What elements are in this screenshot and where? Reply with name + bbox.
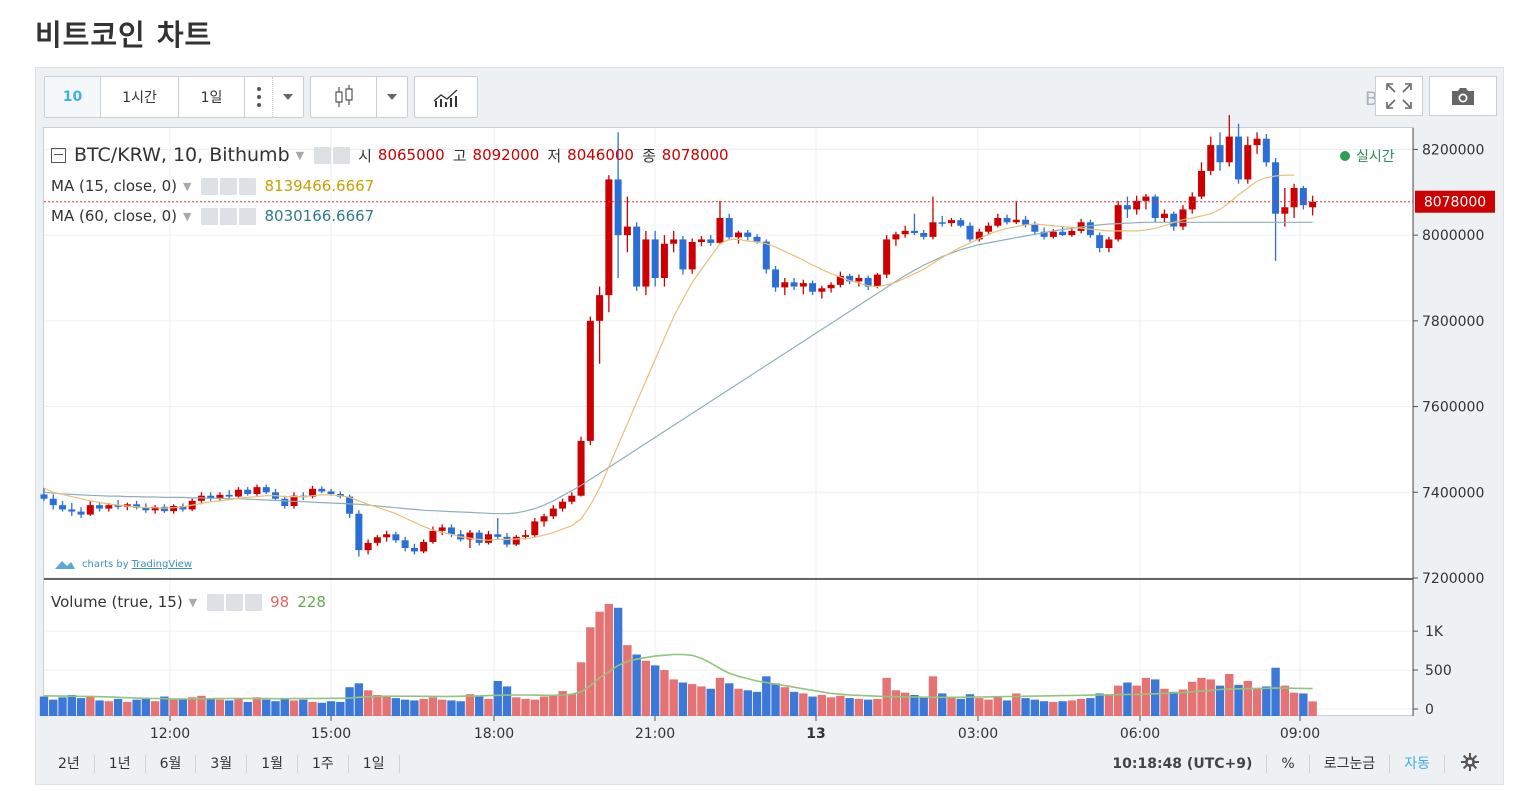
- caret-down-icon[interactable]: ▼: [188, 595, 198, 609]
- close-icon[interactable]: [239, 207, 257, 225]
- high-value: 8092000: [472, 146, 540, 164]
- range-2y-button[interactable]: 2년: [44, 755, 95, 773]
- indicators-icon: [433, 89, 458, 107]
- caret-down-icon[interactable]: ▼: [295, 148, 305, 162]
- open-value: 8065000: [377, 146, 445, 164]
- open-label: 시: [358, 146, 372, 165]
- top-toolbar: 10 1시간 1일: [44, 76, 484, 118]
- legend-controls: [207, 593, 263, 611]
- close-value: 8078000: [661, 146, 729, 164]
- close-label: 종: [641, 146, 656, 165]
- watermark-text: charts by: [82, 558, 129, 570]
- ma60-legend: MA (60, close, 0) ▼ 8030166.6667: [51, 207, 374, 225]
- high-label: 고: [452, 146, 467, 165]
- bottom-right-controls: 10:18:48 (UTC+9) % 로그눈금 자동: [1098, 748, 1495, 780]
- candlestick-icon: [335, 85, 352, 107]
- indicator-group: [414, 76, 478, 118]
- caret-down-icon: [283, 94, 293, 100]
- page-title: 비트코인 차트: [35, 18, 213, 52]
- indicators-button[interactable]: [415, 77, 477, 117]
- interval-10-button[interactable]: 10: [45, 77, 101, 117]
- volume-legend: Volume (true, 15) ▼ 98 228: [51, 593, 326, 611]
- ma15-legend: MA (15, close, 0) ▼ 8139466.6667: [51, 177, 374, 195]
- legend-controls: [314, 146, 351, 164]
- bottom-toolbar: 2년 1년 6월 3월 1월 1주 1일 10:18:48 (UTC+9) % …: [44, 748, 1495, 780]
- low-label: 저: [547, 146, 562, 165]
- caret-down-icon[interactable]: ▼: [183, 209, 192, 223]
- eye-icon[interactable]: [314, 146, 332, 164]
- volume-value: 98: [270, 593, 290, 611]
- fullscreen-button[interactable]: [1375, 76, 1423, 116]
- eye-icon[interactable]: [201, 177, 219, 195]
- tradingview-watermark[interactable]: charts by TradingView: [54, 558, 192, 570]
- volume-label: Volume (true, 15): [51, 593, 183, 611]
- clock: 10:18:48 (UTC+9): [1098, 755, 1268, 773]
- gear-icon[interactable]: [220, 207, 238, 225]
- vertical-dots-icon[interactable]: [245, 77, 273, 117]
- chart-type-dropdown-button[interactable]: [377, 77, 407, 117]
- realtime-label: 실시간: [1356, 149, 1395, 165]
- realtime-dot-icon: [1340, 151, 1350, 161]
- gear-icon[interactable]: [220, 177, 238, 195]
- camera-icon: [1452, 88, 1474, 105]
- chart-type-group: [310, 76, 408, 118]
- ma15-value: 8139466.6667: [264, 177, 375, 195]
- fullscreen-icon: [1386, 83, 1412, 109]
- auto-scale-toggle[interactable]: 자동: [1390, 755, 1445, 773]
- eye-icon[interactable]: [207, 593, 225, 611]
- range-1m-button[interactable]: 1월: [247, 755, 298, 773]
- low-value: 8046000: [567, 146, 634, 164]
- caret-down-icon[interactable]: ▼: [183, 179, 192, 193]
- close-icon[interactable]: [245, 593, 263, 611]
- realtime-indicator: 실시간: [1340, 146, 1395, 166]
- collapse-icon[interactable]: [51, 147, 66, 163]
- range-3m-button[interactable]: 3월: [196, 755, 248, 773]
- tradingview-logo-icon: [55, 561, 75, 569]
- percent-toggle[interactable]: %: [1267, 755, 1310, 773]
- gear-icon: [1461, 752, 1479, 771]
- gear-icon[interactable]: [333, 146, 351, 164]
- interval-group: 10 1시간 1일: [44, 76, 304, 118]
- gear-icon[interactable]: [226, 593, 244, 611]
- legend-controls: [201, 207, 257, 225]
- eye-icon[interactable]: [201, 207, 219, 225]
- symbol-legend: BTC/KRW, 10, Bithumb ▼ 시 8065000 고 8092000…: [51, 144, 729, 166]
- range-6m-button[interactable]: 6월: [146, 755, 197, 773]
- settings-button[interactable]: [1445, 752, 1495, 776]
- chart-type-button[interactable]: [311, 77, 377, 117]
- interval-1d-button[interactable]: 1일: [179, 77, 245, 117]
- interval-dropdown-button[interactable]: [273, 77, 303, 117]
- ma15-label: MA (15, close, 0): [51, 177, 178, 195]
- watermark-link[interactable]: TradingView: [131, 558, 193, 570]
- range-1y-button[interactable]: 1년: [95, 755, 146, 773]
- snapshot-button[interactable]: [1429, 76, 1497, 116]
- ma60-label: MA (60, close, 0): [51, 207, 178, 225]
- range-1w-button[interactable]: 1주: [298, 755, 349, 773]
- volume-ma-value: 228: [297, 593, 326, 611]
- close-icon[interactable]: [239, 177, 257, 195]
- log-scale-toggle[interactable]: 로그눈금: [1310, 755, 1391, 773]
- interval-1h-button[interactable]: 1시간: [101, 77, 179, 117]
- symbol-label: BTC/KRW, 10, Bithumb: [74, 144, 290, 166]
- range-1d-button[interactable]: 1일: [349, 755, 400, 773]
- caret-down-icon: [387, 94, 397, 100]
- legend-controls: [201, 177, 257, 195]
- ma60-value: 8030166.6667: [264, 207, 375, 225]
